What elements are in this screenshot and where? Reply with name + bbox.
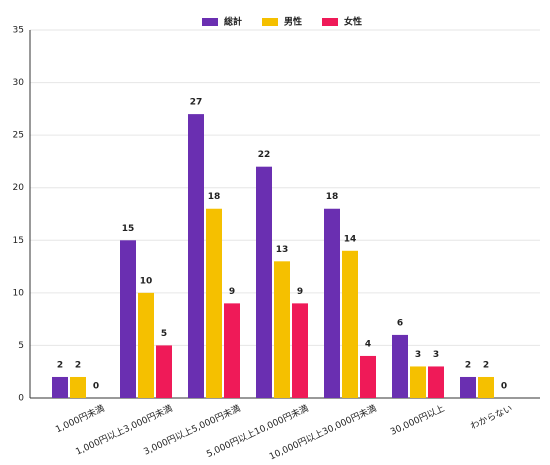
value-label: 18 <box>326 192 339 202</box>
value-label: 9 <box>229 287 235 297</box>
bar <box>428 366 444 398</box>
value-label: 22 <box>258 150 271 160</box>
legend-swatch <box>322 18 338 26</box>
bar <box>274 261 290 398</box>
value-label: 2 <box>57 360 63 370</box>
value-label: 4 <box>365 339 371 349</box>
value-label: 9 <box>297 287 303 297</box>
bar <box>292 303 308 398</box>
value-label: 10 <box>140 276 153 286</box>
x-tick-label: 1,000円未満 <box>53 402 106 435</box>
y-tick-label: 5 <box>18 341 24 351</box>
bar <box>156 345 172 398</box>
bar <box>138 292 154 398</box>
bar <box>120 240 136 398</box>
value-label: 6 <box>397 318 403 328</box>
y-tick-label: 30 <box>13 78 25 88</box>
bar <box>324 208 340 398</box>
value-label: 5 <box>161 329 167 339</box>
y-tick-label: 25 <box>13 131 24 141</box>
bar <box>188 114 204 398</box>
value-label: 14 <box>344 234 357 244</box>
x-tick-label: 30,000円以上 <box>389 403 447 438</box>
value-label: 3 <box>433 350 439 360</box>
x-tick-label: わからない <box>469 403 514 432</box>
legend-label: 総計 <box>224 16 242 28</box>
legend-swatch <box>202 18 218 26</box>
bar <box>342 250 358 398</box>
y-tick-label: 10 <box>13 288 25 298</box>
value-label: 2 <box>483 360 489 370</box>
value-label: 18 <box>208 192 221 202</box>
bar <box>410 366 426 398</box>
value-label: 2 <box>75 360 81 370</box>
bar <box>206 208 222 398</box>
legend-label: 男性 <box>284 16 302 28</box>
bar <box>224 303 240 398</box>
value-label: 2 <box>465 360 471 370</box>
value-label: 13 <box>276 245 289 255</box>
legend-swatch <box>262 18 278 26</box>
bar <box>256 166 272 398</box>
y-tick-label: 20 <box>13 183 25 193</box>
bar <box>392 334 408 398</box>
value-label: 0 <box>501 382 507 392</box>
bar <box>460 376 476 398</box>
bar <box>70 376 86 398</box>
y-tick-label: 35 <box>13 26 24 36</box>
value-label: 0 <box>93 382 99 392</box>
x-tick-label: 10,000円以上30,000円未満 <box>267 402 378 461</box>
bar <box>478 376 494 398</box>
y-tick-label: 0 <box>18 394 24 404</box>
value-label: 3 <box>415 350 421 360</box>
bar <box>52 376 68 398</box>
y-tick-label: 15 <box>13 236 24 246</box>
value-label: 15 <box>122 224 135 234</box>
value-label: 27 <box>190 98 203 108</box>
legend-label: 女性 <box>344 16 362 28</box>
bar <box>360 355 376 398</box>
